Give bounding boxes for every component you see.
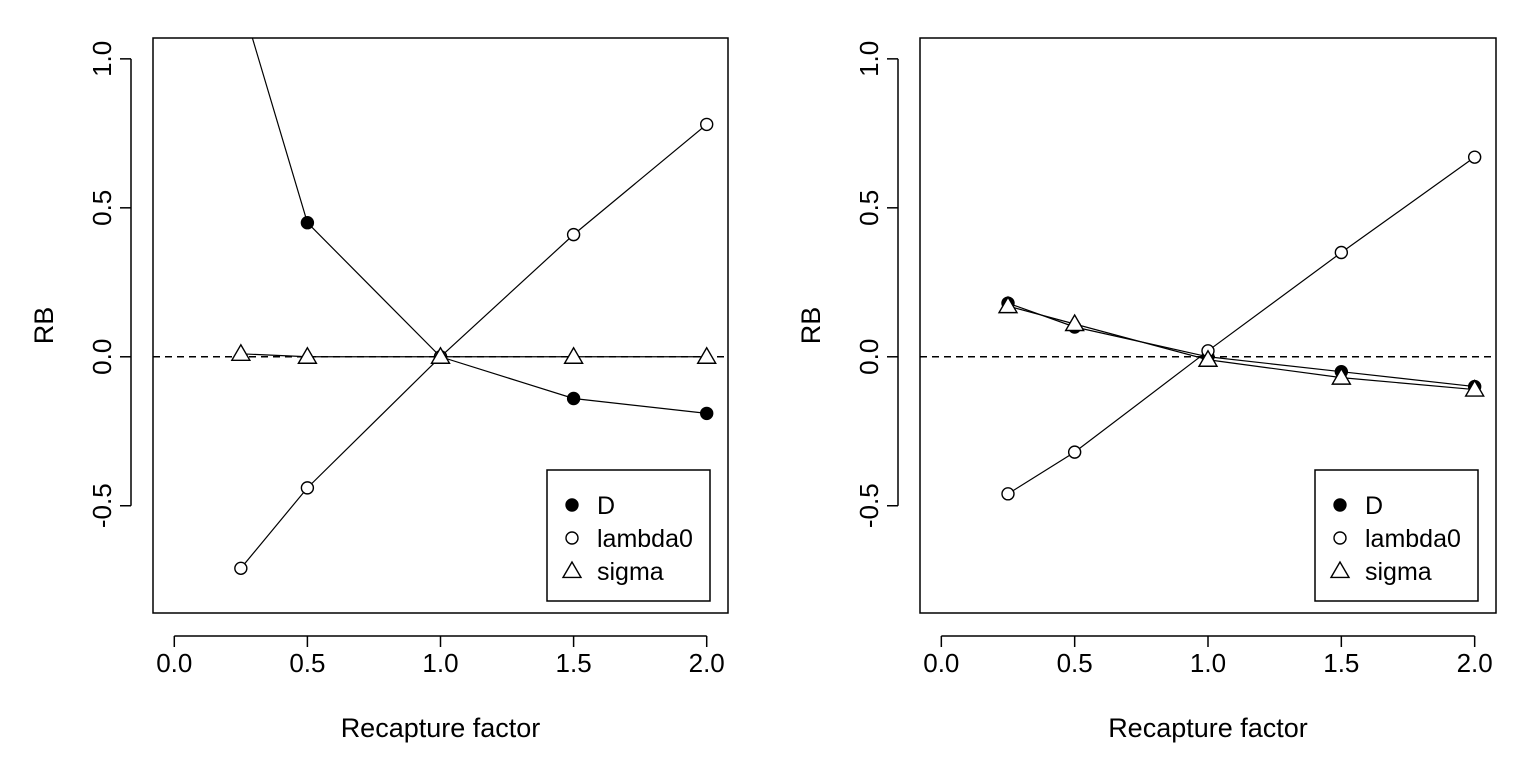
x-tick-label: 1.5 — [556, 648, 592, 678]
plot-area — [997, 150, 1485, 501]
x-tick-label: 0.5 — [1057, 648, 1093, 678]
plot-frame — [152, 37, 729, 614]
chart-panel-2: 0.0 0.5 1.0 1.5 2.0 Recapture factor -0.5 0.0 0.… — [796, 37, 1497, 743]
legend-label-lambda0: lambda0 — [597, 525, 693, 553]
point-D — [300, 216, 315, 230]
legend-marker-sigma — [1329, 560, 1351, 579]
point-D — [566, 391, 581, 406]
series-line-D — [251, 38, 707, 414]
x-tick-label: 2.0 — [1457, 648, 1493, 678]
legend-label-sigma: sigma — [597, 558, 664, 586]
point-lambda0 — [1334, 245, 1349, 260]
legend-label-D: D — [1365, 492, 1383, 520]
point-sigma — [1197, 349, 1219, 367]
x-axis-label: Recapture factor — [341, 713, 541, 743]
point-sigma — [1464, 379, 1485, 397]
legend-marker-D — [565, 498, 579, 512]
series-line-sigma — [1007, 305, 1475, 391]
y-tick-label: -0.5 — [854, 483, 884, 528]
point-lambda0 — [1067, 445, 1082, 459]
y-tick-label: 1.0 — [854, 41, 884, 77]
point-lambda0 — [700, 117, 714, 132]
x-tick-label: 2.0 — [689, 648, 725, 678]
y-tick-label: 0.5 — [854, 190, 884, 226]
legend-marker-sigma — [561, 560, 583, 579]
x-tick-label: 0.5 — [289, 648, 325, 678]
point-sigma — [563, 346, 584, 364]
legend-label-lambda0: lambda0 — [1365, 525, 1461, 553]
legend-marker-lambda0 — [565, 531, 579, 545]
x-tick-label: 1.0 — [422, 648, 458, 678]
y-tick-label: -0.5 — [87, 483, 117, 528]
point-sigma — [297, 346, 318, 364]
y-tick-label: 0.5 — [87, 190, 117, 226]
x-tick-label: 1.5 — [1323, 648, 1359, 678]
point-sigma — [430, 346, 451, 364]
point-sigma — [230, 343, 252, 361]
x-tick-label: 0.0 — [156, 648, 192, 678]
y-axis-label: RB — [796, 307, 826, 345]
legend-label-sigma: sigma — [1365, 558, 1432, 586]
legend-label-D: D — [597, 492, 615, 520]
point-sigma — [696, 346, 717, 364]
x-tick-label: 0.0 — [923, 648, 959, 678]
point-lambda0 — [300, 481, 315, 495]
x-tick-label: 1.0 — [1190, 648, 1226, 678]
chart-panel-1: 0.0 0.5 1.0 1.5 2.0 Recapture factor -0.5 0.0 0.… — [29, 37, 729, 743]
y-tick-label: 0.0 — [854, 339, 884, 375]
legend-marker-lambda0 — [1333, 531, 1347, 545]
legend-marker-D — [1333, 498, 1347, 512]
point-D — [700, 406, 714, 421]
plot-area — [230, 38, 717, 576]
y-axis-label: RB — [29, 307, 59, 345]
x-axis-label: Recapture factor — [1108, 713, 1308, 743]
point-lambda0 — [566, 227, 581, 242]
point-lambda0 — [1001, 487, 1015, 501]
y-tick-label: 1.0 — [87, 41, 117, 77]
point-sigma — [1064, 313, 1085, 332]
point-sigma — [1331, 367, 1352, 385]
point-sigma — [997, 295, 1019, 314]
y-tick-label: 0.0 — [87, 339, 117, 375]
point-lambda0 — [1467, 150, 1482, 164]
plot-frame — [919, 37, 1497, 614]
series-line-D — [1007, 302, 1475, 388]
point-lambda0 — [234, 561, 248, 576]
